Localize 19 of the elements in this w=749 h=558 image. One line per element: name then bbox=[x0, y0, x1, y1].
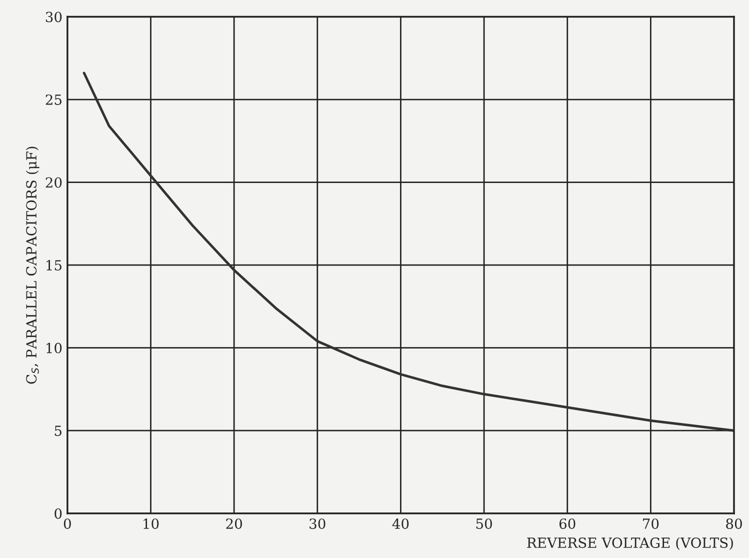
x-axis-title: REVERSE VOLTAGE (VOLTS) bbox=[527, 537, 733, 550]
y-tick-label: 30 bbox=[46, 12, 62, 22]
x-tick-label: 70 bbox=[643, 518, 659, 529]
x-tick-label: 50 bbox=[476, 518, 492, 529]
line-series bbox=[82, 72, 734, 432]
y-tick-label: 5 bbox=[54, 426, 62, 436]
y-tick-label: 0 bbox=[54, 508, 62, 519]
x-tick-label: 60 bbox=[559, 518, 576, 529]
y-tick-label: 15 bbox=[46, 260, 62, 271]
x-tick-label: 10 bbox=[144, 518, 159, 529]
y-tick-label: 10 bbox=[46, 342, 62, 354]
x-tick-label: 30 bbox=[310, 518, 326, 529]
x-tick-label: 0 bbox=[64, 518, 71, 529]
x-tick-label: 20 bbox=[226, 518, 242, 529]
y-tick-label: 20 bbox=[46, 177, 62, 188]
x-tick-label: 80 bbox=[726, 518, 742, 529]
y-tick-label: 25 bbox=[46, 94, 62, 105]
y-axis-title: C$_{S}$, PARALLEL CAPACITORS (μF) bbox=[26, 146, 40, 384]
x-tick-label: 40 bbox=[392, 518, 409, 529]
